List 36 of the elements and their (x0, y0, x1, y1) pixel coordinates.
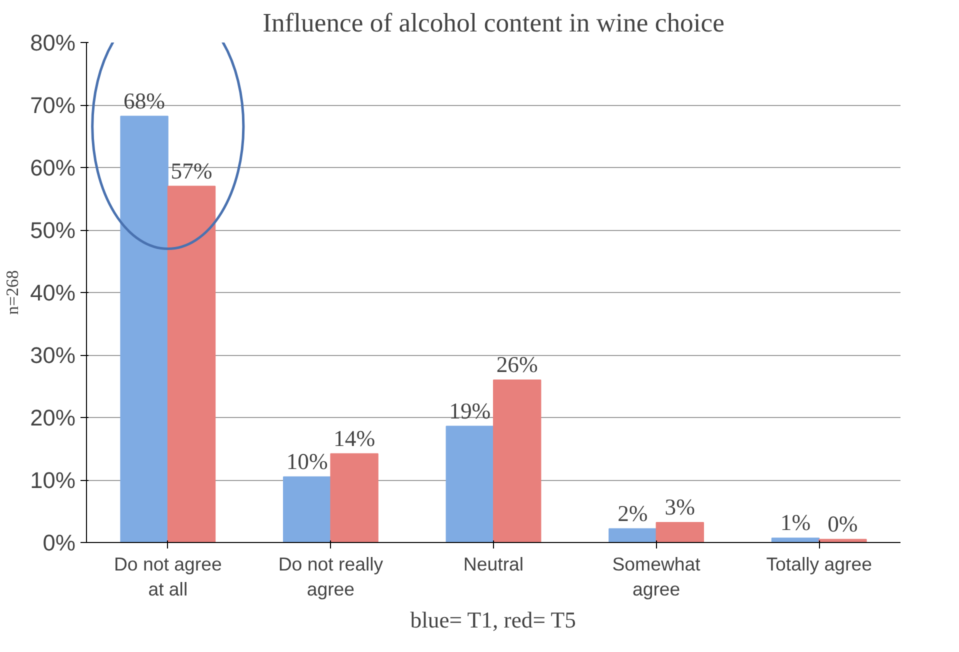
x-tick-label: Do not agree at all (114, 554, 222, 600)
data-label: 10% (286, 448, 328, 474)
x-tick-label: Totally agree (766, 554, 872, 574)
data-label: 3% (664, 494, 696, 520)
x-tick-label: Do not really agree (278, 554, 384, 600)
bar (493, 380, 542, 542)
y-tick-label: 30% (30, 342, 76, 368)
y-tick-label: 60% (30, 154, 76, 180)
bar (771, 538, 820, 542)
bar (446, 426, 494, 542)
data-label: 19% (449, 398, 491, 424)
y-tick-label: 80% (30, 30, 76, 56)
y-axis-title: n=268 (3, 270, 22, 315)
y-tick-label: 50% (30, 217, 76, 243)
data-label: 0% (828, 511, 858, 536)
bar (120, 116, 168, 542)
bar (282, 476, 332, 542)
bar (608, 528, 657, 542)
x-tick-label: Neutral (463, 554, 524, 574)
data-label: 26% (496, 352, 538, 377)
y-tick-label: 0% (42, 530, 76, 556)
data-label: 68% (124, 88, 166, 114)
chart-title: Influence of alcohol content in wine choice (262, 8, 724, 38)
y-tick-label: 10% (30, 467, 76, 493)
bar (656, 522, 704, 542)
bar (330, 453, 378, 542)
data-label: 14% (334, 426, 376, 451)
bar (167, 186, 216, 542)
y-tick-label: 20% (30, 404, 76, 430)
data-label: 2% (618, 500, 648, 526)
x-tick-label: Somewhat agree (612, 554, 702, 600)
y-tick-label: 40% (30, 280, 76, 306)
y-tick-label: 70% (30, 92, 76, 118)
x-axis-title: blue= T1, red= T5 (410, 608, 576, 633)
data-label: 1% (780, 510, 811, 536)
data-label: 57% (170, 158, 212, 184)
